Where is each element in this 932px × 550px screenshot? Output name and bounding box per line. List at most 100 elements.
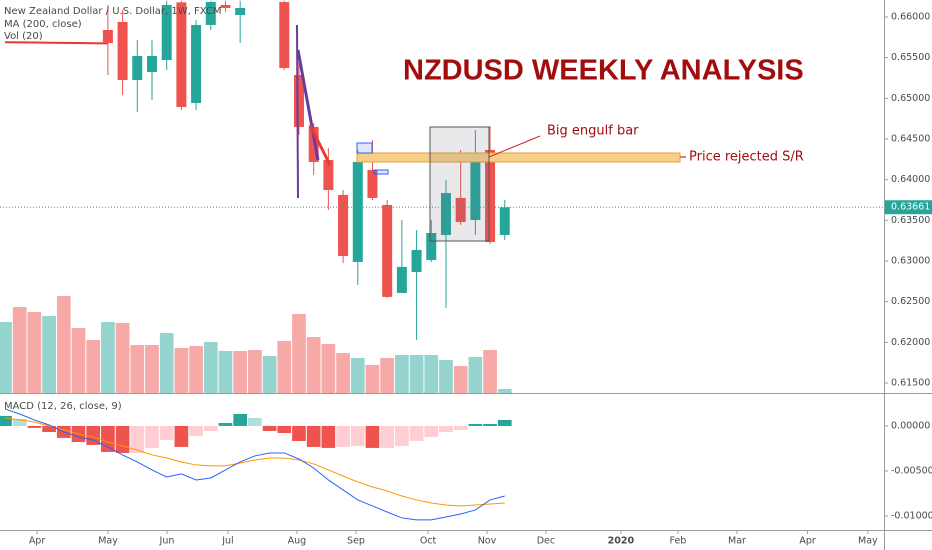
- volume-bar: [42, 316, 56, 393]
- volume-bar: [395, 355, 409, 393]
- y-tick-label: 0.63000: [891, 255, 930, 266]
- histogram-bar: [321, 425, 336, 448]
- candle-body: [205, 2, 216, 25]
- volume-layer: [0, 296, 512, 393]
- volume-bar: [306, 337, 321, 393]
- annotation: Price rejected S/R: [689, 150, 804, 165]
- candle-body: [382, 204, 393, 297]
- volume-bar: [468, 357, 483, 393]
- histogram-bar: [497, 419, 512, 426]
- y-tick-label: -0.00500: [891, 465, 932, 476]
- histogram-bar: [424, 425, 439, 437]
- histogram-bar: [0, 415, 12, 426]
- candle-body: [323, 159, 334, 190]
- x-tick-label: May: [858, 536, 878, 547]
- histogram-bar: [277, 425, 292, 433]
- y-tick-label: 0.61500: [891, 377, 930, 388]
- volume-bar: [101, 322, 115, 393]
- volume-bar: [0, 322, 12, 393]
- x-tick-label: 2020: [608, 536, 635, 547]
- legend: New Zealand Dollar / U.S. Dollar, 1W, FX…: [4, 6, 222, 412]
- macd-label: MACD (12, 26, close, 9): [4, 401, 122, 412]
- volume-bar: [350, 358, 365, 393]
- volume-bar: [218, 351, 233, 393]
- histogram-bar: [12, 418, 27, 426]
- annotation: Big engulf bar: [547, 124, 639, 139]
- last-price-box: [885, 200, 932, 215]
- volume-bar: [27, 312, 42, 393]
- histogram-bar: [218, 422, 233, 426]
- x-tick-label: Aug: [288, 536, 307, 547]
- symbol-title: New Zealand Dollar / U.S. Dollar, 1W, FX…: [4, 6, 222, 17]
- volume-bar: [130, 345, 145, 393]
- volume-bar: [115, 323, 130, 393]
- histogram-bar: [42, 425, 56, 432]
- marker-box: [373, 169, 389, 175]
- volume-bar: [145, 345, 159, 393]
- volume-bar: [189, 346, 203, 393]
- range-box: [429, 126, 490, 242]
- candle-body: [176, 2, 187, 107]
- candle-body: [411, 249, 422, 272]
- histogram-bar: [306, 425, 321, 447]
- candle-body: [161, 4, 172, 61]
- trend-line: [308, 124, 332, 166]
- signal-line: [4, 417, 505, 507]
- volume-bar: [409, 355, 424, 393]
- volume-bar: [262, 356, 277, 393]
- histogram-bar: [468, 423, 483, 426]
- histogram-bar: [189, 425, 203, 436]
- volume-bar: [380, 358, 395, 393]
- candle-body: [102, 30, 113, 44]
- arrow-line: [488, 135, 541, 158]
- sr-band: [356, 152, 681, 163]
- candle-body: [396, 266, 407, 293]
- x-tick-label: Feb: [670, 536, 687, 547]
- volume-bar: [424, 355, 439, 393]
- histogram-bar: [101, 425, 115, 452]
- macd-line: [4, 408, 505, 521]
- x-tick-label: Nov: [478, 536, 497, 547]
- y-tick-label: 0.62000: [891, 337, 930, 348]
- candle-body: [132, 55, 143, 81]
- x-tick-label: Oct: [420, 536, 437, 547]
- volume-bar: [159, 333, 174, 393]
- histogram-bar: [350, 425, 365, 446]
- volume-bar: [233, 351, 248, 393]
- volume-bar: [439, 360, 453, 393]
- marker-box: [356, 142, 373, 154]
- histogram-bar: [365, 425, 380, 448]
- macd-layer: [0, 408, 512, 521]
- candle-body: [499, 207, 510, 235]
- candle-body: [220, 4, 231, 8]
- x-tick-label: Apr: [29, 536, 46, 547]
- candle-body: [191, 24, 202, 103]
- histogram-bar: [292, 425, 306, 441]
- histogram-bar: [174, 425, 189, 447]
- volume-bar: [174, 348, 189, 393]
- candle-body: [470, 159, 481, 221]
- volume-bar: [203, 342, 218, 393]
- volume-bar: [453, 366, 468, 393]
- ma-label: MA (200, close): [4, 19, 82, 30]
- y-tick-label: -0.01000: [891, 510, 932, 521]
- histogram-bar: [145, 425, 159, 448]
- candle-body: [279, 2, 290, 68]
- volume-bar: [365, 365, 380, 393]
- candle-body: [367, 169, 378, 198]
- y-tick-label: 0.63500: [891, 215, 930, 226]
- y-tick-label: 0.00000: [891, 420, 930, 431]
- histogram-bar: [395, 425, 409, 446]
- histogram-bar: [233, 413, 248, 426]
- volume-bar: [497, 389, 512, 393]
- histogram-bar: [27, 425, 42, 428]
- x-tick-label: Mar: [728, 536, 746, 547]
- candle-body: [455, 197, 466, 222]
- histogram-bar: [439, 425, 453, 432]
- histogram-bar: [248, 417, 262, 426]
- x-tick-label: Sep: [347, 536, 365, 547]
- histogram-bar: [115, 425, 130, 453]
- histogram-bar: [262, 425, 277, 431]
